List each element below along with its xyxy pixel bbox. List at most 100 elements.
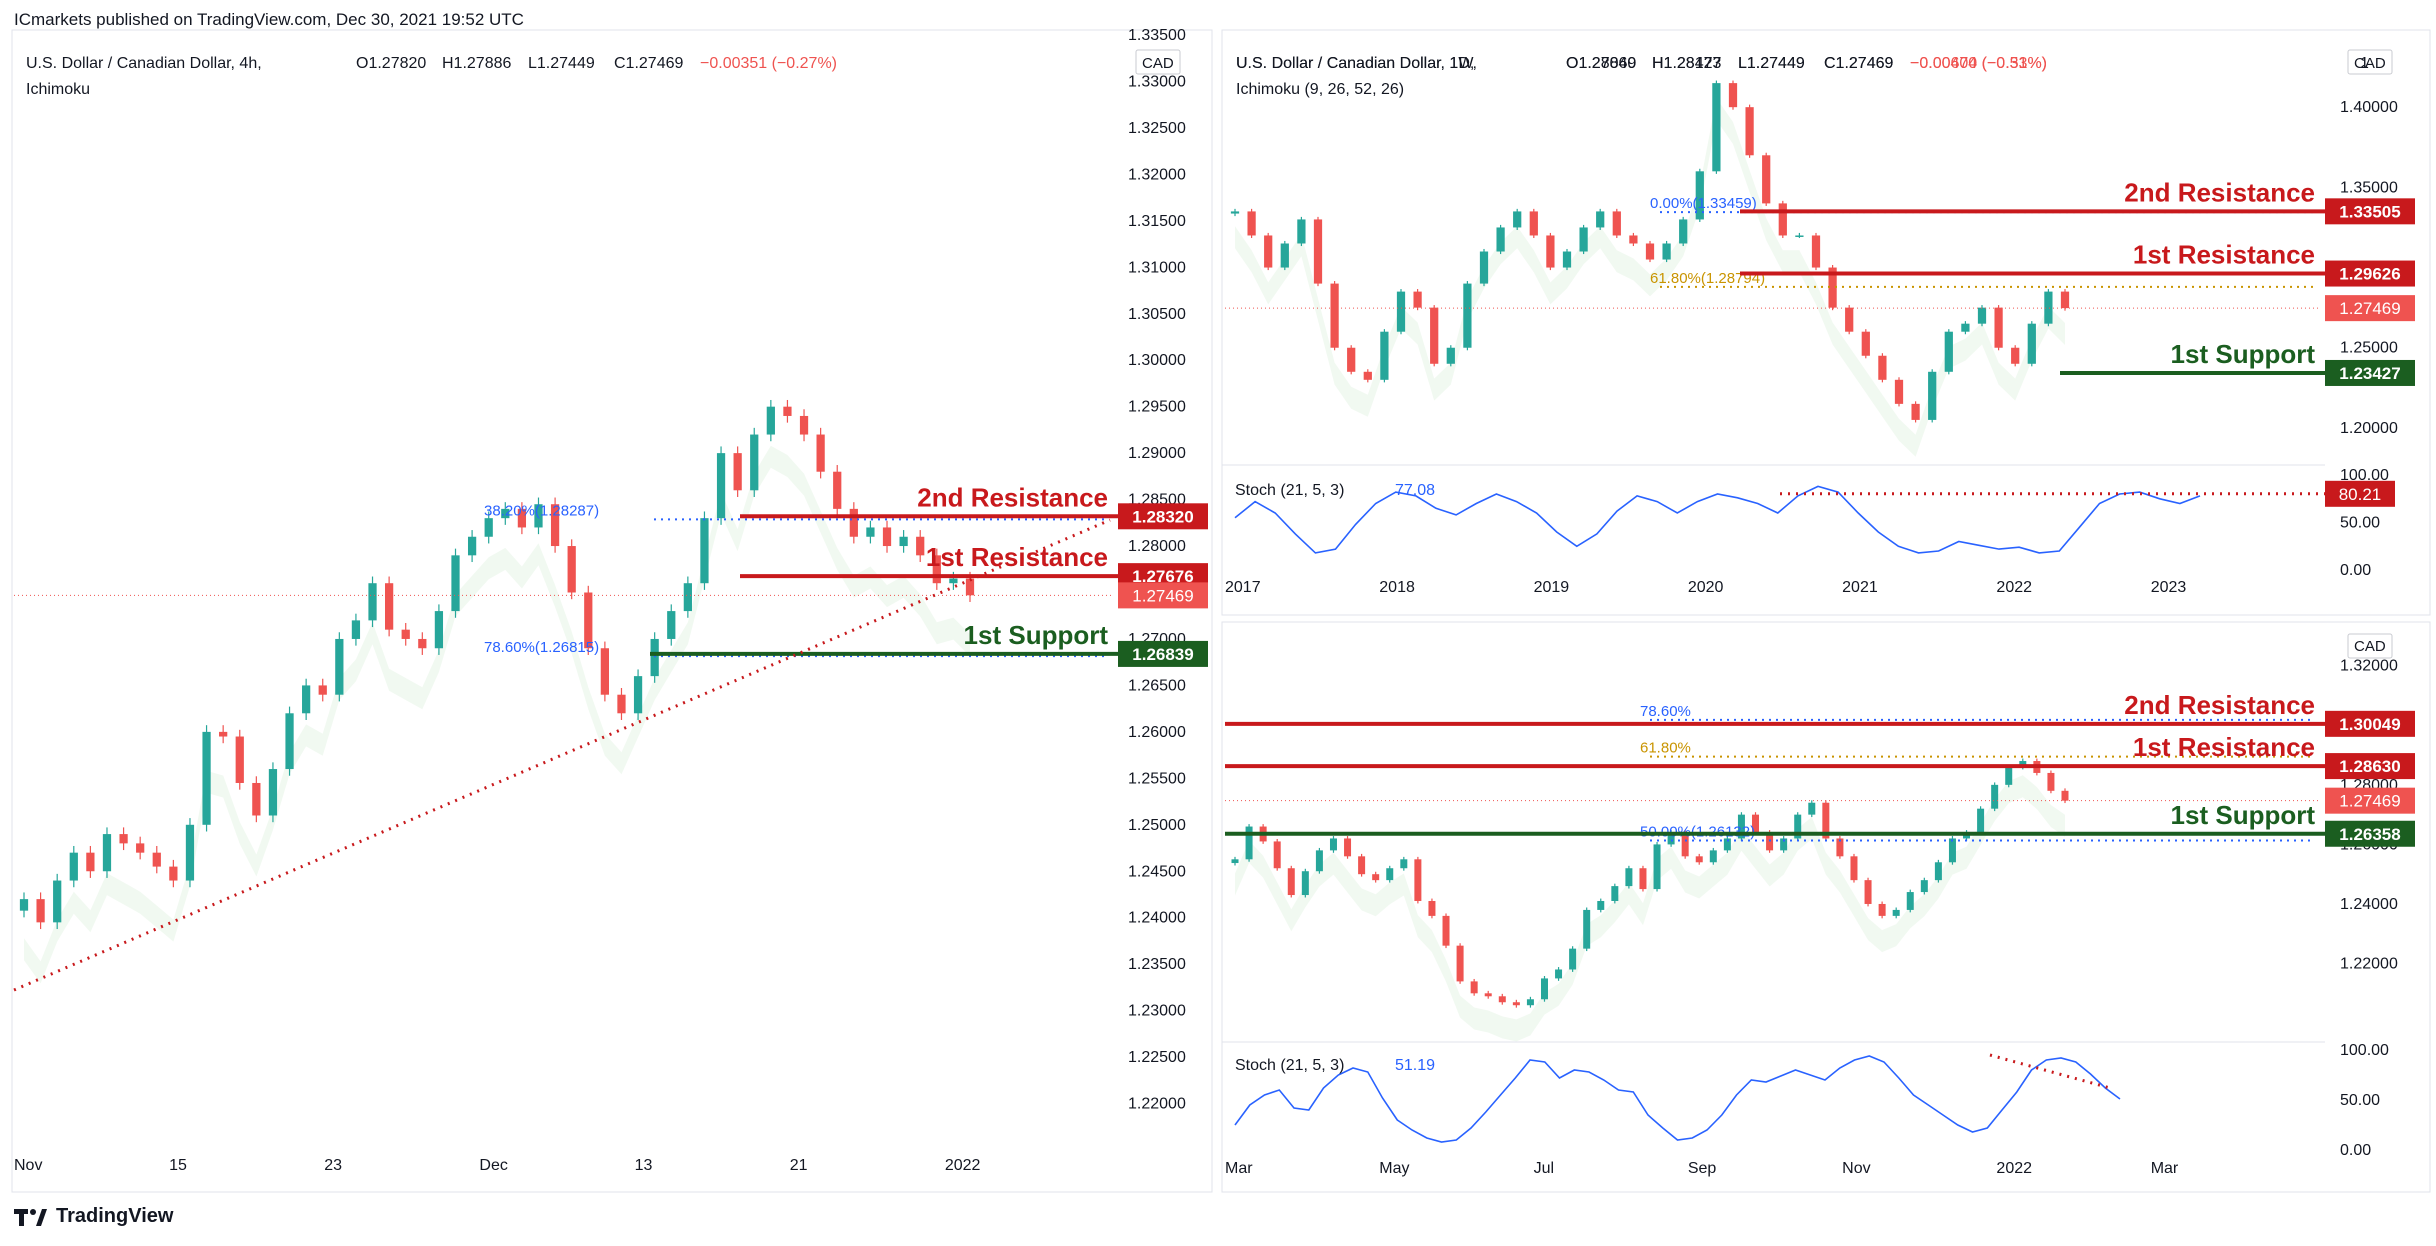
candle-body	[667, 611, 676, 639]
tradingview-footer[interactable]: TradingView	[14, 1205, 173, 1228]
candle-body	[1778, 203, 1787, 236]
candle-body	[1878, 355, 1887, 380]
candle-body	[733, 453, 742, 491]
candle-body	[1363, 371, 1372, 380]
candle-body	[534, 504, 543, 528]
candle-body	[285, 713, 294, 770]
candle-body	[550, 504, 560, 547]
candle-body	[1861, 331, 1870, 356]
candle-body	[1562, 251, 1572, 268]
level-tag-text: 1.28320	[1132, 507, 1193, 526]
x-tick-label: 23	[324, 1157, 342, 1174]
candle-body	[1611, 886, 1619, 901]
level-tag-text: 1.27676	[1132, 567, 1193, 586]
candle-body	[1230, 211, 1240, 214]
x-tick-label: Nov	[14, 1157, 42, 1174]
candle-body	[899, 536, 908, 547]
candle-body	[1911, 403, 1920, 420]
candle-body	[1428, 900, 1436, 916]
y-tick-label: 1.35000	[2340, 179, 2398, 196]
ichimoku-cloud-w1	[1235, 98, 2065, 457]
candle-body	[965, 578, 975, 596]
candle-body	[2060, 291, 2070, 309]
candle-body	[1498, 996, 1506, 1003]
candle-body	[1948, 838, 1956, 863]
level-label-resistance: 2nd Resistance	[2124, 690, 2315, 720]
candle-body	[1712, 83, 1721, 172]
y-tick-label: 1.28000	[1128, 538, 1186, 555]
candle-body	[1546, 235, 1555, 268]
stoch-level-tag-text: 80.21	[2339, 485, 2382, 504]
last-price-tag-text: 1.27469	[2339, 792, 2400, 811]
candle-body	[418, 638, 427, 649]
candle-body	[1479, 251, 1489, 284]
candle-body	[1396, 291, 1406, 332]
candle-body	[1555, 969, 1563, 979]
candle-body	[2019, 761, 2027, 767]
candle-body	[2061, 790, 2069, 801]
candle-body	[368, 583, 377, 621]
candle-body	[202, 731, 211, 825]
ohlc-close-w1: C1.27469	[1824, 55, 1893, 72]
candle-body	[1681, 832, 1689, 857]
y-tick-label: 1.26000	[1128, 724, 1186, 741]
ohlc-high-h4: H1.27886	[442, 55, 511, 72]
candle-body	[1463, 283, 1472, 348]
stoch-label: Stoch (21, 5, 3)	[1235, 482, 1344, 499]
x-tick-label: 2023	[2151, 579, 2187, 596]
candle-body	[268, 769, 278, 816]
level-label-resistance: 1st Resistance	[2133, 732, 2315, 762]
candle-body	[1264, 235, 1273, 268]
candle-body	[1347, 347, 1356, 372]
candle-body	[849, 508, 858, 537]
y-tick-label: 1.22000	[2340, 956, 2398, 973]
candle-body	[385, 583, 394, 630]
candle-body	[650, 638, 659, 677]
chart-title-w1: U.S. Dollar / Canadian Dollar, 1W,	[1236, 55, 1477, 72]
ohlc-open-w1: O1.28040	[1566, 55, 1636, 72]
candle-body	[136, 843, 145, 853]
candle-body	[1723, 838, 1731, 851]
candle-body	[169, 866, 178, 881]
y-tick-label: 1.30500	[1128, 306, 1186, 323]
y-tick-label: 1.25000	[2340, 340, 2398, 357]
panel-frame-h4	[11, 29, 1213, 1193]
last-price-tag-text: 1.27469	[2339, 299, 2400, 318]
ohlc-open-d1: O1.27869	[1566, 55, 1636, 72]
chart-header-h4: U.S. Dollar / Canadian Dollar, 4h, O1.278…	[26, 55, 837, 98]
candle-body	[1679, 219, 1688, 244]
indicator-label-w1: Ichimoku (9, 26, 52, 26)	[1236, 81, 1404, 98]
candle-body	[1894, 379, 1904, 404]
x-tick-label: Mar	[2151, 1160, 2179, 1177]
candle-body	[1920, 880, 1928, 893]
level-tag-support	[2325, 359, 2415, 386]
candle-body	[1845, 307, 1854, 332]
candle-body	[335, 638, 344, 695]
candle-body	[152, 852, 161, 867]
tradingview-brand: TradingView	[56, 1205, 174, 1227]
level-label-support: 1st Support	[2171, 800, 2316, 830]
fib-label: 61.80%(1.28794)	[1650, 270, 1765, 287]
y-tick-label: 1.25000	[1128, 817, 1186, 834]
chart-header-d1: U.S. Dollar / Canadian Dollar, 1D, O1.278…	[1236, 55, 2047, 72]
candle-body	[1386, 868, 1394, 881]
candle-body	[949, 578, 958, 584]
candle-body	[783, 406, 792, 416]
candle-body	[716, 453, 726, 519]
candle-body	[1372, 874, 1380, 881]
candle-body	[2027, 323, 2036, 364]
candle-body	[1780, 838, 1788, 851]
x-tick-label: Dec	[479, 1157, 507, 1174]
candle-body	[235, 736, 244, 783]
x-tick-label: 13	[635, 1157, 653, 1174]
candle-body	[1977, 307, 1987, 324]
candle-body	[36, 899, 45, 923]
x-tick-label: 2021	[1842, 579, 1878, 596]
candle-body	[185, 824, 195, 881]
level-tag-resistance	[1118, 503, 1208, 530]
currency-label-h4: CAD	[1142, 55, 1174, 72]
fib-label: 61.80%	[1640, 740, 1691, 757]
candle-body	[1625, 868, 1633, 887]
candle-body	[1836, 838, 1844, 857]
candle-body	[567, 546, 576, 593]
